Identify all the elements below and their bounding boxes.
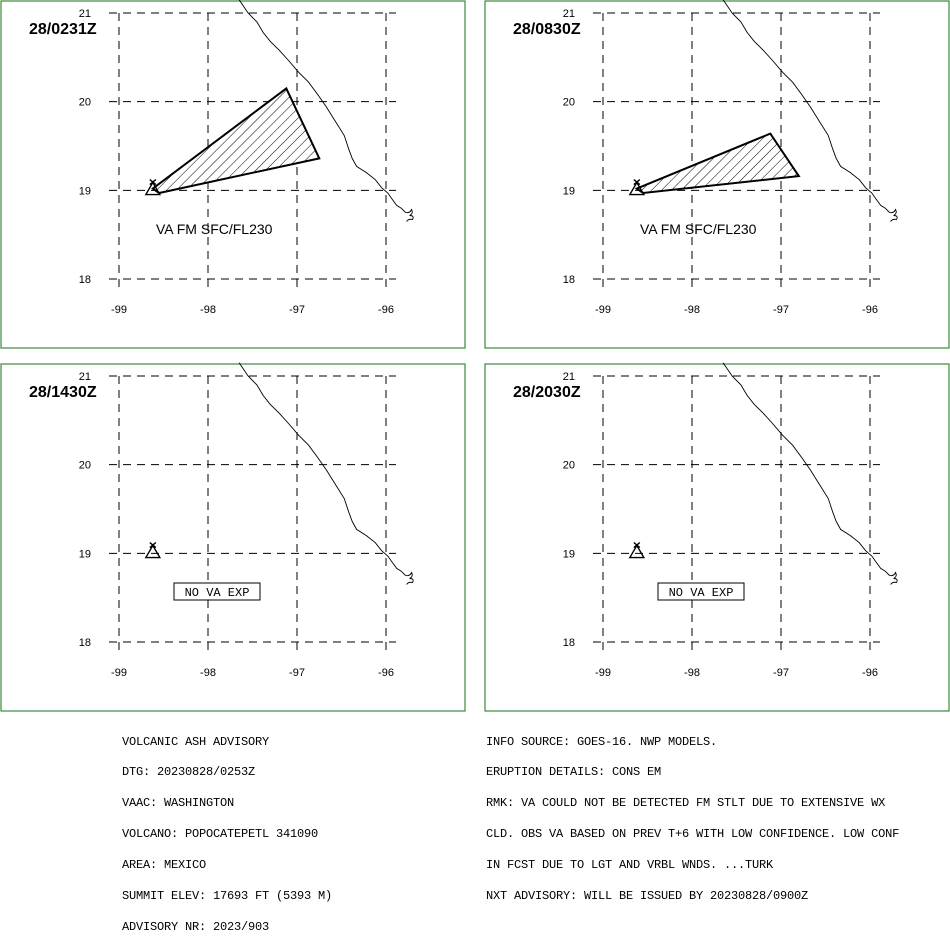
advisory-line: IN FCST DUE TO LGT AND VRBL WNDS. ...TUR… — [486, 858, 774, 873]
coastline — [722, 362, 890, 576]
lat-tick-label: 21 — [563, 371, 575, 383]
valid-time-label: 28/2030Z — [513, 384, 581, 401]
advisory-remarks-block: INFO SOURCE: GOES-16. NWP MODELS. ERUPTI… — [486, 716, 899, 912]
lon-tick-label: -97 — [773, 304, 789, 316]
lat-tick-label: 19 — [563, 548, 575, 560]
valid-time-label: 28/1430Z — [29, 384, 97, 401]
forecast-panel: 18 19 20 21 -99 -98 -97 -96 28/1430Z NO VA EXP — [0, 362, 466, 712]
coastline — [238, 362, 406, 576]
lon-tick-label: -96 — [862, 304, 878, 316]
advisory-line: SUMMIT ELEV: 17693 FT (5393 M) — [122, 889, 333, 904]
panel-frame — [484, 0, 950, 349]
lon-tick-label: -98 — [684, 667, 700, 679]
no-va-label: NO VA EXP — [173, 582, 261, 601]
advisory-line: VOLCANO: POPOCATEPETL 341090 — [122, 827, 319, 842]
advisory-line: RMK: VA COULD NOT BE DETECTED FM STLT DU… — [486, 796, 886, 811]
forecast-panel: 18 19 20 21 -99 -98 -97 -96 28/0231Z VA FM SFC/FL… — [0, 0, 466, 349]
advisory-line: AREA: MEXICO — [122, 858, 207, 873]
lon-tick-label: -96 — [862, 667, 878, 679]
volcano-icon — [628, 179, 646, 196]
valid-time-label: 28/0231Z — [29, 21, 97, 38]
lon-tick-label: -98 — [200, 304, 216, 316]
lat-tick-label: 21 — [79, 371, 91, 383]
advisory-line: ERUPTION DETAILS: CONS EM — [486, 765, 662, 780]
advisory-header-block: VOLCANIC ASH ADVISORY DTG: 20230828/0253… — [122, 716, 332, 943]
coastline — [238, 0, 406, 213]
lat-tick-label: 19 — [79, 548, 91, 560]
lon-tick-label: -98 — [684, 304, 700, 316]
advisory-line: CLD. OBS VA BASED ON PREV T+6 WITH LOW C… — [486, 827, 900, 842]
advisory-line: NXT ADVISORY: WILL BE ISSUED BY 20230828… — [486, 889, 809, 904]
advisory-line: VOLCANIC ASH ADVISORY — [122, 734, 270, 749]
lat-tick-label: 20 — [79, 97, 91, 109]
lon-tick-label: -97 — [773, 667, 789, 679]
ash-level-label: VA FM SFC/FL230 — [640, 221, 757, 237]
lat-tick-label: 20 — [563, 97, 575, 109]
lon-tick-label: -99 — [595, 667, 611, 679]
advisory-line: VAAC: WASHINGTON — [122, 796, 235, 811]
lon-tick-label: -99 — [111, 667, 127, 679]
lat-tick-label: 18 — [563, 274, 575, 286]
lat-tick-label: 19 — [79, 185, 91, 197]
ash-level-label: VA FM SFC/FL230 — [156, 221, 273, 237]
lat-tick-label: 21 — [563, 8, 575, 20]
lon-tick-label: -97 — [289, 667, 305, 679]
lon-tick-label: -98 — [200, 667, 216, 679]
lat-tick-label: 20 — [563, 460, 575, 472]
volcano-icon — [628, 542, 646, 559]
lon-tick-label: -97 — [289, 304, 305, 316]
advisory-line: INFO SOURCE: GOES-16. NWP MODELS. — [486, 734, 718, 749]
lat-tick-label: 19 — [563, 185, 575, 197]
ash-cloud-polygon — [151, 86, 321, 195]
svg-text:NO VA EXP: NO VA EXP — [669, 586, 734, 600]
coastline-estuary — [889, 208, 898, 222]
advisory-line: ADVISORY NR: 2023/903 — [122, 919, 270, 934]
valid-time-label: 28/0830Z — [513, 21, 581, 38]
no-va-label: NO VA EXP — [657, 582, 745, 601]
forecast-panel: 18 19 20 21 -99 -98 -97 -96 28/0830Z VA FM SFC/FL… — [484, 0, 950, 349]
ash-cloud-polygon — [634, 132, 801, 195]
panel-frame — [0, 363, 466, 712]
svg-text:NO VA EXP: NO VA EXP — [185, 586, 250, 600]
panel-frame — [484, 363, 950, 712]
lon-tick-label: -99 — [595, 304, 611, 316]
volcano-icon — [144, 542, 162, 559]
volcano-icon — [144, 179, 162, 196]
advisory-line: DTG: 20230828/0253Z — [122, 765, 256, 780]
lat-tick-label: 18 — [79, 274, 91, 286]
lon-tick-label: -99 — [111, 304, 127, 316]
coastline-estuary — [405, 571, 414, 585]
coastline — [722, 0, 890, 213]
lat-tick-label: 20 — [79, 460, 91, 472]
lat-tick-label: 21 — [79, 8, 91, 20]
lon-tick-label: -96 — [378, 667, 394, 679]
lat-tick-label: 18 — [563, 637, 575, 649]
forecast-panel: 18 19 20 21 -99 -98 -97 -96 28/2030Z NO VA EXP — [484, 362, 950, 712]
lat-tick-label: 18 — [79, 637, 91, 649]
lon-tick-label: -96 — [378, 304, 394, 316]
ash-forecast-maps: 18 19 20 21 -99 -98 -97 -96 28/0231Z VA FM SFC/FL… — [0, 0, 950, 712]
coastline-estuary — [405, 208, 414, 222]
coastline-estuary — [889, 571, 898, 585]
panel-frame — [0, 0, 466, 349]
